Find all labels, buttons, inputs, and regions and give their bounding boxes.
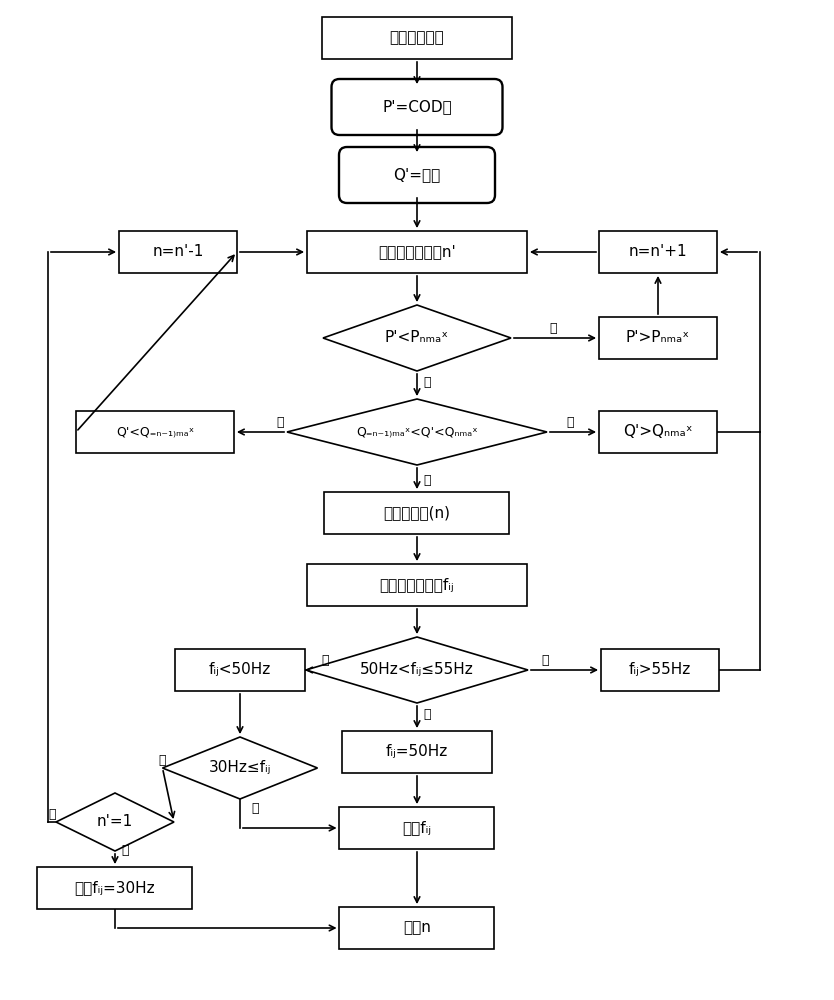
Text: 50Hz<fᵢⱼ≤55Hz: 50Hz<fᵢⱼ≤55Hz bbox=[360, 662, 474, 678]
Text: Q'<Q₌ₙ₋₁₎ₘₐˣ: Q'<Q₌ₙ₋₁₎ₘₐˣ bbox=[116, 426, 194, 438]
Text: 是: 是 bbox=[423, 708, 430, 722]
Text: 否: 否 bbox=[541, 654, 549, 666]
Text: 否: 否 bbox=[48, 808, 56, 822]
FancyBboxPatch shape bbox=[599, 411, 717, 453]
Text: 30Hz≤fᵢⱼ: 30Hz≤fᵢⱼ bbox=[208, 760, 271, 776]
FancyBboxPatch shape bbox=[599, 231, 717, 273]
Text: 否: 否 bbox=[550, 322, 557, 334]
FancyBboxPatch shape bbox=[331, 79, 503, 135]
Text: 否: 否 bbox=[158, 754, 166, 766]
FancyBboxPatch shape bbox=[307, 564, 527, 606]
FancyBboxPatch shape bbox=[599, 317, 717, 359]
Text: 输入鼓风机台数n': 输入鼓风机台数n' bbox=[378, 244, 456, 259]
Text: P'=COD值: P'=COD值 bbox=[382, 100, 452, 114]
Text: 否: 否 bbox=[566, 416, 574, 428]
Text: 读取进水数据: 读取进水数据 bbox=[389, 30, 445, 45]
Text: 输出fᵢⱼ=30Hz: 输出fᵢⱼ=30Hz bbox=[75, 880, 155, 896]
Text: n=n'-1: n=n'-1 bbox=[153, 244, 203, 259]
Text: 是: 是 bbox=[251, 802, 259, 814]
Polygon shape bbox=[163, 737, 318, 799]
Text: 输出fᵢⱼ: 输出fᵢⱼ bbox=[403, 820, 431, 836]
Text: 是: 是 bbox=[423, 375, 430, 388]
Polygon shape bbox=[287, 399, 547, 465]
Text: 否: 否 bbox=[276, 416, 284, 428]
FancyBboxPatch shape bbox=[119, 231, 237, 273]
Text: fᵢⱼ=50Hz: fᵢⱼ=50Hz bbox=[386, 744, 448, 760]
Text: Q'=水量: Q'=水量 bbox=[394, 167, 440, 182]
Polygon shape bbox=[323, 305, 511, 371]
Text: n=n'+1: n=n'+1 bbox=[629, 244, 687, 259]
FancyBboxPatch shape bbox=[342, 731, 492, 773]
Text: 否: 否 bbox=[321, 654, 329, 666]
Text: 计算鼓风机频率fᵢⱼ: 计算鼓风机频率fᵢⱼ bbox=[379, 578, 455, 592]
Text: P'<Pₙₘₐˣ: P'<Pₙₘₐˣ bbox=[385, 330, 449, 346]
Text: 输出n: 输出n bbox=[403, 920, 431, 936]
Text: Q'>Qₙₘₐˣ: Q'>Qₙₘₐˣ bbox=[623, 424, 693, 440]
FancyBboxPatch shape bbox=[322, 17, 512, 59]
Text: fᵢⱼ<50Hz: fᵢⱼ<50Hz bbox=[208, 662, 271, 678]
Text: 是: 是 bbox=[423, 474, 430, 487]
Text: 执行二维表(n): 执行二维表(n) bbox=[384, 506, 450, 520]
Text: 是: 是 bbox=[121, 844, 128, 856]
FancyBboxPatch shape bbox=[339, 907, 495, 949]
FancyBboxPatch shape bbox=[307, 231, 527, 273]
Polygon shape bbox=[306, 637, 528, 703]
FancyBboxPatch shape bbox=[339, 147, 495, 203]
FancyBboxPatch shape bbox=[324, 492, 510, 534]
FancyBboxPatch shape bbox=[601, 649, 719, 691]
Text: n'=1: n'=1 bbox=[97, 814, 133, 830]
Polygon shape bbox=[56, 793, 174, 851]
FancyBboxPatch shape bbox=[339, 807, 495, 849]
FancyBboxPatch shape bbox=[76, 411, 234, 453]
Text: P'>Pₙₘₐˣ: P'>Pₙₘₐˣ bbox=[626, 330, 690, 346]
Text: fᵢⱼ>55Hz: fᵢⱼ>55Hz bbox=[629, 662, 691, 678]
FancyBboxPatch shape bbox=[175, 649, 305, 691]
FancyBboxPatch shape bbox=[38, 867, 193, 909]
Text: Q₌ₙ₋₁₎ₘₐˣ<Q'<Qₙₘₐˣ: Q₌ₙ₋₁₎ₘₐˣ<Q'<Qₙₘₐˣ bbox=[356, 426, 478, 438]
